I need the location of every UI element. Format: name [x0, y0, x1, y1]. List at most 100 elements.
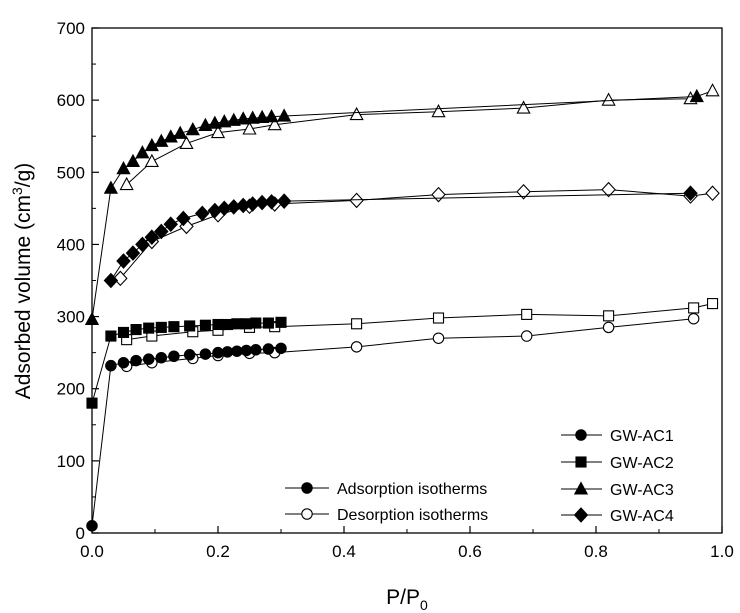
gw-ac3-desorption-point [705, 83, 720, 97]
legend-triangle-marker [573, 481, 589, 495]
gw-ac1-adsorption-point [262, 343, 275, 355]
gw-ac3-adsorption-point [207, 115, 222, 129]
gw-ac2-adsorption-point [240, 318, 252, 330]
gw-ac3-adsorption-point [144, 137, 159, 152]
gw-ac4-adsorption-point [103, 272, 119, 289]
gw-ac2-adsorption-point [262, 317, 274, 329]
gw-ac1-adsorption-point [86, 520, 98, 532]
gw-ac4-adsorption-point [144, 229, 160, 246]
gw-ac2-adsorption-point [168, 321, 180, 333]
x-tick-label: 0.0 [80, 542, 104, 561]
gw-ac3-adsorption-point [116, 161, 131, 175]
gw-ac3-adsorption-point [236, 111, 251, 125]
legend-label: Adsorption isotherms [337, 481, 487, 498]
series-gw-ac2 [86, 298, 719, 409]
gw-ac4-adsorption-point [683, 185, 698, 202]
gw-ac1-adsorption-point [275, 342, 287, 355]
legend-label: GW-AC1 [610, 428, 674, 445]
gw-ac4-desorption-line [119, 189, 713, 279]
x-axis-title: P/P0 [386, 586, 428, 613]
legend-filled-circle-marker [301, 482, 313, 494]
gw-ac3-adsorption-point [173, 125, 188, 139]
legend-item-gw-ac3: GW-AC3 [561, 481, 674, 499]
legend-diamond-marker [573, 507, 589, 523]
gw-ac2-adsorption-point [105, 330, 117, 342]
y-tick-label: 0 [76, 524, 85, 543]
gw-ac2-adsorption-point [231, 318, 243, 330]
gw-ac3-desorption-point [179, 135, 194, 149]
gw-ac4-adsorption-point [125, 245, 141, 261]
x-tick-label: 0.4 [332, 542, 356, 561]
gw-ac1-desorption-point [350, 341, 363, 353]
gw-ac4-desorption-point [431, 186, 446, 203]
gw-ac4-desorption-point [516, 183, 531, 200]
gw-ac1-adsorption-line [91, 347, 282, 526]
legend-label: GW-AC2 [610, 455, 674, 472]
series-layer [84, 83, 720, 532]
gw-ac1-adsorption-point [168, 350, 180, 362]
x-tick-label: 0.8 [584, 542, 608, 561]
gw-ac2-adsorption-point [86, 397, 98, 409]
gw-ac1-adsorption-point [105, 359, 117, 372]
gw-ac3-adsorption-point [217, 114, 232, 128]
x-tick-label: 0.6 [458, 542, 482, 561]
y-axis-title: Adsorbed volume (cm3/g) [9, 163, 35, 400]
legend-label: Desorption isotherms [337, 507, 488, 524]
y-axis: 0 100 200 300 400 500 600 700 [57, 19, 99, 543]
gw-ac3-desorption-point [144, 153, 159, 168]
legend-item-gw-ac1: GW-AC1 [561, 428, 674, 445]
gw-ac2-adsorption-point [221, 318, 233, 331]
gw-ac1-adsorption-point [250, 344, 262, 356]
gw-ac1-adsorption-point [130, 354, 142, 367]
gw-ac1-adsorption-point [212, 346, 224, 359]
x-tick-label: 1.0 [710, 542, 734, 561]
gw-ac1-adsorption-point [240, 344, 253, 357]
gw-ac3-adsorption-point [689, 88, 704, 103]
gw-ac2-adsorption-point [275, 316, 287, 328]
gw-ac2-desorption-point [351, 318, 363, 330]
gw-ac3-adsorption-point [254, 109, 270, 124]
gw-ac3-adsorption-point [103, 180, 119, 194]
gw-ac3-desorption-point [210, 124, 226, 139]
x-axis: 0.0 0.2 0.4 0.6 0.8 1.0 [80, 526, 734, 561]
gw-ac1-adsorption-point [231, 345, 243, 357]
gw-ac2-adsorption-point [117, 326, 130, 338]
gw-ac3-adsorption-point [135, 145, 150, 159]
gw-ac2-desorption-line [126, 303, 713, 341]
gw-ac1-adsorption-point [117, 356, 130, 369]
legend-open-circle-marker [301, 508, 313, 520]
gw-ac3-desorption-point [349, 106, 364, 121]
gw-ac1-desorption-point [602, 321, 615, 334]
y-tick-label: 200 [57, 380, 85, 399]
gw-ac3-adsorption-point [84, 311, 100, 326]
gw-ac3-adsorption-point [226, 112, 241, 126]
legend-circle-marker [575, 429, 587, 441]
legend-square-marker [575, 456, 587, 468]
gw-ac1-desorption-point [687, 312, 700, 325]
gw-ac1-adsorption-point [199, 348, 212, 360]
gw-ac4-adsorption-point [264, 194, 279, 210]
gw-ac4-adsorption-point [116, 253, 131, 269]
gw-ac2-desorption-point [432, 312, 445, 324]
gw-ac3-desorption-point [119, 176, 134, 191]
gw-ac2-desorption-point [603, 310, 615, 322]
gw-ac3-adsorption-point [163, 129, 178, 143]
y-tick-label: 300 [57, 308, 85, 327]
gw-ac3-adsorption-point [277, 108, 292, 122]
gw-ac4-adsorption-point [135, 236, 150, 253]
gw-ac1-desorption-point [520, 330, 533, 342]
x-tick-label: 0.2 [206, 542, 230, 561]
gw-ac1-adsorption-point [142, 353, 155, 365]
y-tick-label: 100 [57, 452, 85, 471]
y-tick-label: 400 [57, 235, 85, 254]
gw-ac4-adsorption-point [176, 210, 191, 227]
series-gw-ac4 [103, 181, 720, 289]
gw-ac3-adsorption-point [125, 153, 141, 168]
gw-ac3-adsorption-point [185, 122, 200, 136]
gw-ac4-desorption-point [601, 181, 616, 198]
gw-ac2-adsorption-point [130, 324, 142, 336]
series-gw-ac1 [86, 312, 700, 532]
gw-ac3-desorption-point [267, 117, 282, 131]
gw-ac2-adsorption-point [155, 321, 167, 333]
